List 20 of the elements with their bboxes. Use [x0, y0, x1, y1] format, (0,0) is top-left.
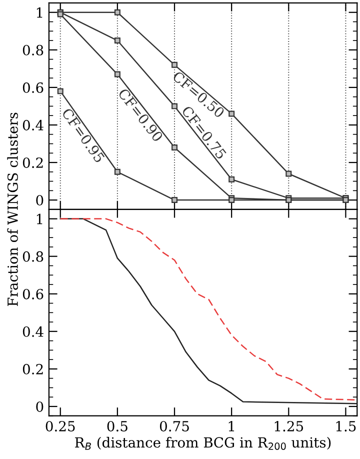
- y-tick-label: 1: [36, 7, 42, 18]
- y-tick-label: 0.4: [22, 326, 44, 337]
- y-tick-label: 0: [36, 195, 44, 206]
- y-tick-label: 0.8: [22, 44, 44, 56]
- x-tick-label: 0.25: [46, 420, 75, 432]
- y-tick-label: 0.2: [22, 364, 43, 374]
- x-tick-label: 0.75: [160, 420, 189, 432]
- y-tick-label: 0.6: [22, 82, 44, 93]
- x-tick-label: 0.5: [107, 420, 128, 432]
- y-axis-title: Fraction of WINGS clusters: [7, 112, 18, 306]
- y-tick-label: 0: [36, 401, 44, 412]
- x-tick-label: 1.25: [274, 420, 304, 432]
- y-tick-label: 0.2: [22, 157, 43, 168]
- x-tick-label: 1: [228, 420, 234, 432]
- y-tick-label: 1: [36, 214, 42, 224]
- y-tick-label: 0.6: [22, 288, 44, 300]
- x-tick-label: 1.5: [336, 420, 356, 432]
- y-tick-label: 0.4: [22, 120, 44, 130]
- y-tick-label: 0.8: [22, 251, 44, 262]
- x-axis-title: R$_{B}$ (distance from BCG in R$_{200}$ units): [75, 436, 331, 450]
